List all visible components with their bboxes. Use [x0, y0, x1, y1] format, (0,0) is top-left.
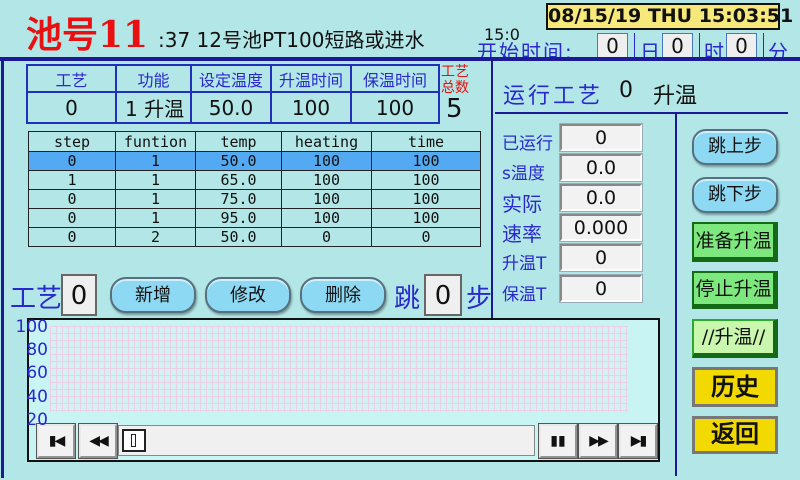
skip-to-start-icon[interactable]: ▮◀: [36, 423, 76, 459]
run-process-title: 运行工艺: [503, 84, 604, 109]
col-header-hold-time: 保温时间: [350, 64, 440, 93]
set-temp-cell[interactable]: 50.0: [190, 91, 272, 124]
rate-label: 速率: [502, 222, 542, 246]
scrollbar-thumb[interactable]: [122, 429, 146, 452]
start-time-hour-input[interactable]: 0: [662, 33, 693, 60]
process-no-cell[interactable]: 0: [26, 91, 117, 124]
skip-to-end-icon[interactable]: ▶▮: [618, 423, 658, 459]
left-border-line: [1, 61, 4, 478]
elapsed-value: 0: [559, 123, 643, 152]
datetime-display: 08/15/19 THU 15:03:51: [546, 3, 793, 30]
run-process-number: 0: [619, 78, 633, 103]
actual-temp-value: 0.0: [559, 183, 643, 212]
alarm-marquee-text: :37 12号池PT100短路或进水: [158, 28, 425, 52]
step-table: step funtion temp heating time 0 1 50.0 …: [28, 131, 481, 247]
start-time-minute-input[interactable]: 0: [726, 33, 757, 60]
actual-temp-label: 实际: [502, 192, 542, 216]
set-temp-value: 0.0: [559, 153, 643, 182]
table-row[interactable]: 0 1 75.0 100 100: [28, 189, 481, 209]
trend-chart-plot-area: [50, 326, 628, 412]
delete-button[interactable]: 删除: [300, 277, 386, 313]
heat-t-label: 升温T: [502, 254, 547, 274]
prepare-heating-button[interactable]: 准备升温: [692, 222, 778, 262]
right-divider-line: [675, 114, 677, 476]
jump-next-step-button[interactable]: 跳下步: [692, 177, 778, 213]
col-header-heating: heating: [281, 131, 372, 152]
divider: [634, 33, 635, 60]
col-header-set-temp: 设定温度: [190, 64, 272, 93]
col-header-time: time: [371, 131, 481, 152]
pause-icon[interactable]: ▮▮: [538, 423, 578, 459]
start-time-day-input[interactable]: 0: [597, 33, 628, 60]
trend-scrollbar[interactable]: [118, 425, 535, 456]
header-separator-line: [0, 57, 800, 61]
rewind-icon[interactable]: ◀◀: [78, 423, 118, 459]
scrollbar-thumb-icon: [131, 434, 136, 447]
set-temp-label: s温度: [502, 164, 545, 184]
jump-label: 跳: [394, 284, 421, 314]
process-parameter-table: 工艺 功能 设定温度 升温时间 保温时间 0 1 升温 50.0 100 100: [26, 64, 440, 124]
heat-t-value: 0: [559, 243, 643, 272]
divider: [763, 33, 764, 60]
process-table-value-row: 0 1 升温 50.0 100 100: [26, 91, 440, 124]
elapsed-label: 已运行: [502, 134, 553, 154]
history-button[interactable]: 历史: [692, 367, 778, 407]
process-number-input[interactable]: 0: [61, 274, 97, 316]
table-row[interactable]: 0 1 95.0 100 100: [28, 208, 481, 228]
fast-forward-icon[interactable]: ▶▶: [578, 423, 618, 459]
run-panel-separator: [495, 112, 788, 114]
jump-step-input[interactable]: 0: [424, 274, 462, 316]
process-total-label: 工艺 总数: [441, 64, 469, 96]
y-axis-tick: 20: [26, 410, 48, 430]
hold-time-cell[interactable]: 100: [350, 91, 440, 124]
return-button[interactable]: 返回: [692, 416, 778, 454]
heating-status-button[interactable]: //升温//: [692, 319, 778, 358]
process-table-header-row: 工艺 功能 设定温度 升温时间 保温时间: [26, 64, 440, 93]
divider: [699, 33, 700, 60]
y-axis-tick: 40: [26, 387, 48, 407]
process-total-value: 5: [446, 94, 463, 124]
hold-t-label: 保温T: [502, 285, 547, 305]
mid-divider-line: [491, 61, 493, 318]
rate-value: 0.000: [559, 213, 643, 242]
page-title-tank-number: 池号11: [26, 14, 149, 56]
table-row[interactable]: 1 1 65.0 100 100: [28, 170, 481, 190]
process-edit-label: 工艺: [10, 284, 63, 314]
col-header-process: 工艺: [26, 64, 117, 93]
stop-heating-button[interactable]: 停止升温: [692, 271, 778, 309]
y-axis-tick: 100: [15, 317, 48, 337]
col-header-funtion: funtion: [115, 131, 196, 152]
time-fragment-overlap: 15:0: [484, 25, 520, 44]
y-axis-tick: 80: [26, 340, 48, 360]
add-button[interactable]: 新增: [110, 277, 196, 313]
col-header-heat-time: 升温时间: [270, 64, 352, 93]
col-header-temp: temp: [195, 131, 282, 152]
jump-prev-step-button[interactable]: 跳上步: [692, 129, 778, 165]
hold-t-value: 0: [559, 274, 643, 303]
step-unit-label: 步: [466, 284, 493, 314]
function-cell[interactable]: 1 升温: [115, 91, 192, 124]
col-header-step: step: [28, 131, 116, 152]
y-axis-tick: 60: [26, 363, 48, 383]
table-row[interactable]: 0 2 50.0 0 0: [28, 227, 481, 247]
table-row-selected[interactable]: 0 1 50.0 100 100: [28, 151, 481, 171]
col-header-function: 功能: [115, 64, 192, 93]
heat-time-cell[interactable]: 100: [270, 91, 352, 124]
step-table-header-row: step funtion temp heating time: [28, 131, 481, 152]
modify-button[interactable]: 修改: [205, 277, 291, 313]
run-process-mode: 升温: [653, 84, 698, 109]
